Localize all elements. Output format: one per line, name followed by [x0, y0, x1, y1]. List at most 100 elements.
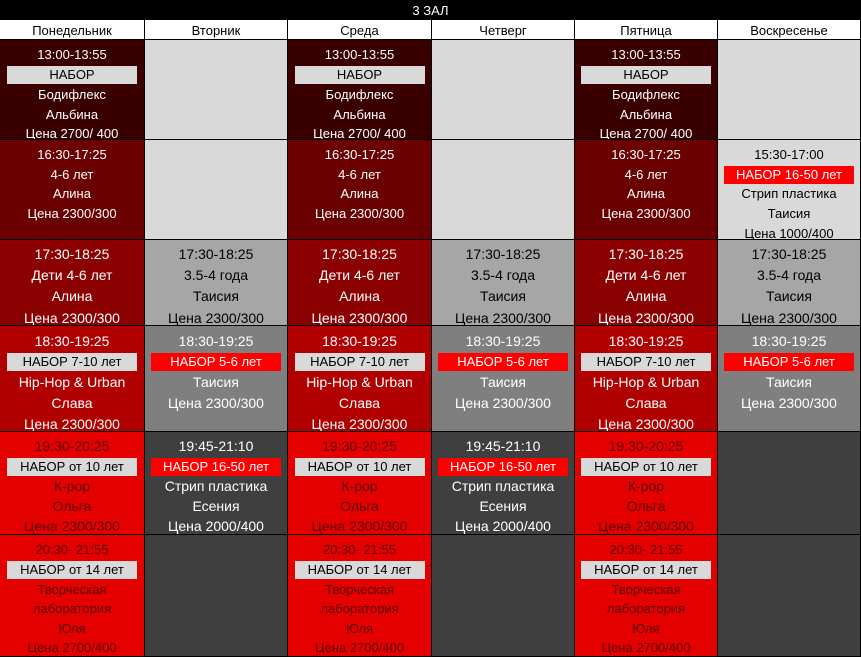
time-slot: 20:30- 21:55 [35, 542, 109, 557]
cell-text: Цена 2300/300 [455, 395, 551, 411]
time-slot: 15:30-17:00 [754, 147, 824, 162]
cell-text: Hip-Hop & Urban [592, 374, 700, 390]
cell-text: К-рор [341, 478, 378, 494]
enrollment-badge: НАБОР 16-50 лет [151, 458, 281, 476]
cell-text: Алина [339, 288, 380, 304]
schedule-cell: 17:30-18:25 Дети 4-6 лет Алина Цена 2300/30… [288, 240, 432, 326]
cell-text: Цена 2300/300 [598, 518, 694, 534]
schedule-cell [145, 535, 288, 657]
enrollment-badge: НАБОР от 10 лет [7, 458, 137, 476]
cell-text: 3.5-4 года [470, 267, 536, 283]
day-header: Вторник [145, 20, 288, 40]
cell-text: Стрип пластика [451, 478, 555, 494]
schedule-cell: 15:30-17:00 НАБОР 16-50 лет Стрип пластика… [718, 140, 861, 240]
day-header: Пятница [575, 20, 718, 40]
enrollment-badge: НАБОР 7-10 лет [7, 353, 137, 371]
cell-text: Альбина [619, 107, 673, 122]
schedule-cell: 16:30-17:25 4-6 лет Алина Цена 2300/300 [0, 140, 145, 240]
cell-text: Алина [627, 186, 665, 201]
schedule-cell: 18:30-19:25 НАБОР 5-6 лет Таисия Цена 2300/… [432, 326, 575, 432]
cell-text: Дети 4-6 лет [319, 267, 400, 283]
enrollment-badge-line: НАБОР 7-10 лет [575, 351, 717, 371]
cell-text: 3.5-4 года [756, 267, 822, 283]
cell-text: Есения [479, 498, 527, 514]
cell-text: Цена 2300/300 [314, 206, 405, 221]
schedule-cell: 19:45-21:10 НАБОР 16-50 лет Стрип пластика… [432, 432, 575, 535]
day-header: Понедельник [0, 20, 145, 40]
cell-text: К-рор [627, 478, 665, 494]
enrollment-badge-line: НАБОР [0, 65, 144, 85]
cell-text: Цена 2300/300 [741, 310, 837, 326]
cell-text: Ольга [340, 498, 379, 514]
enrollment-badge-line: НАБОР от 10 лет [288, 456, 431, 476]
enrollment-badge-line: НАБОР [575, 65, 717, 85]
enrollment-badge-line: НАБОР 5-6 лет [718, 351, 860, 371]
cell-text: Цена 2300/300 [598, 310, 694, 326]
schedule-cell: 20:30- 21:55 НАБОР от 14 лет Творческая лаб… [575, 535, 718, 657]
cell-text: Цена 2300/300 [741, 395, 837, 411]
time-slot: 18:30-19:25 [608, 333, 684, 349]
cell-text: Цена 2000/400 [455, 518, 551, 534]
enrollment-badge: НАБОР 7-10 лет [294, 353, 425, 371]
schedule-cell: 18:30-19:25 НАБОР 7-10 лет Hip-Hop & Urban… [0, 326, 145, 432]
enrollment-badge: НАБОР 16-50 лет [438, 458, 568, 476]
cell-text: Дети 4-6 лет [31, 267, 113, 283]
time-slot: 20:30- 21:55 [322, 542, 396, 557]
cell-text: Ольга [626, 498, 666, 514]
cell-text: 4-6 лет [50, 167, 94, 182]
cell-text: Цена 2300/300 [24, 518, 120, 534]
schedule-cell: 18:30-19:25 НАБОР 7-10 лет Hip-Hop & Urban… [288, 326, 432, 432]
schedule-cell: 17:30-18:25 3.5-4 года Таисия Цена 2300/300 [718, 240, 861, 326]
time-slot: 19:30-20:25 [322, 438, 397, 454]
cell-text: Стрип пластика [741, 186, 837, 201]
cell-text: 4-6 лет [624, 167, 668, 182]
cell-text: лаборатория [320, 601, 399, 616]
enrollment-badge: НАБОР 5-6 лет [724, 353, 854, 371]
time-slot: 17:30-18:25 [608, 246, 684, 262]
schedule-cell [718, 535, 861, 657]
day-header: Четверг [432, 20, 575, 40]
enrollment-badge: НАБОР [7, 66, 137, 84]
schedule-cell: 17:30-18:25 Дети 4-6 лет Алина Цена 2300/30… [575, 240, 718, 326]
cell-text: лаборатория [606, 601, 686, 616]
cell-text: Слава [625, 395, 667, 411]
time-slot: 13:00-13:55 [37, 47, 107, 62]
schedule-cell: 20:30- 21:55 НАБОР от 14 лет Творческая лаб… [0, 535, 145, 657]
cell-text: 3.5-4 года [183, 267, 249, 283]
schedule-cell: 13:00-13:55 НАБОР Бодифлекс Альбина Цена 270… [288, 40, 432, 140]
cell-text: Дети 4-6 лет [605, 267, 687, 283]
enrollment-badge: НАБОР 5-6 лет [151, 353, 281, 371]
cell-text: Творческая [611, 582, 681, 597]
cell-text: Стрип пластика [164, 478, 268, 494]
enrollment-badge-line: НАБОР 5-6 лет [145, 351, 287, 371]
enrollment-badge-line: НАБОР 16-50 лет [145, 456, 287, 476]
enrollment-badge-line: НАБОР от 10 лет [0, 456, 144, 476]
enrollment-badge-line: НАБОР 5-6 лет [432, 351, 574, 371]
cell-text: Есения [192, 498, 240, 514]
time-slot: 16:30-17:25 [324, 147, 395, 162]
day-header: Среда [288, 20, 432, 40]
time-slot: 16:30-17:25 [37, 147, 107, 162]
enrollment-badge-line: НАБОР 16-50 лет [718, 165, 860, 185]
enrollment-badge: НАБОР от 10 лет [581, 458, 711, 476]
cell-text: Слава [338, 395, 381, 411]
cell-text: Цена 1000/400 [744, 226, 834, 240]
cell-text: Цена 2700/400 [27, 640, 117, 655]
cell-text: Цена 2300/300 [601, 206, 691, 221]
cell-text: Цена 2300/300 [598, 416, 694, 432]
cell-text: К-рор [53, 478, 91, 494]
time-slot: 13:00-13:55 [324, 47, 395, 62]
cell-text: Алина [53, 186, 91, 201]
schedule-cell: 16:30-17:25 4-6 лет Алина Цена 2300/300 [575, 140, 718, 240]
cell-text: Слава [51, 395, 93, 411]
day-header: Воскресенье [718, 20, 861, 40]
schedule-cell: 19:30-20:25 НАБОР от 10 лет К-рор Ольга Цена… [575, 432, 718, 535]
time-slot: 13:00-13:55 [611, 47, 681, 62]
cell-text: Цена 2300/300 [168, 395, 264, 411]
cell-text: Цена 2300/300 [27, 206, 117, 221]
schedule-cell: 17:30-18:25 3.5-4 года Таисия Цена 2300/300 [145, 240, 288, 326]
enrollment-badge-line: НАБОР [288, 65, 431, 85]
cell-text: Таисия [193, 374, 239, 390]
enrollment-badge-line: НАБОР 16-50 лет [432, 456, 574, 476]
